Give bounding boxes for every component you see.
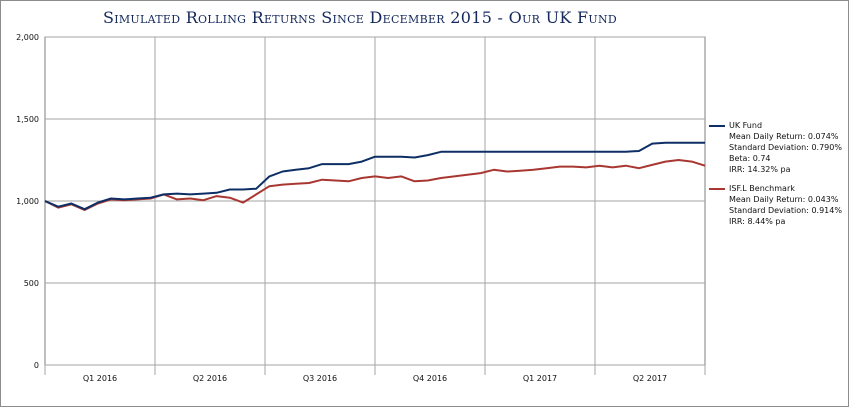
legend-stat-benchmark-irr: IRR: 8.44% pa <box>729 217 786 226</box>
axis-layer: 0 500 1,000 1,500 2,000 Q1 2016 Q2 2016 Q3 2016… <box>16 33 667 383</box>
grid-layer <box>44 36 706 375</box>
y-tick-label: 1,500 <box>16 115 39 124</box>
x-tick-label: Q1 2017 <box>523 374 557 383</box>
legend-stat-uk-fund-irr: IRR: 14.32% pa <box>729 165 791 174</box>
legend-swatch-benchmark <box>709 187 725 190</box>
legend-benchmark: ISF.L Benchmark Mean Daily Return: 0.043… <box>709 183 842 227</box>
y-tick-label: 0 <box>34 361 39 370</box>
legend-stat-benchmark-stdev: Standard Deviation: 0.914% <box>729 206 842 215</box>
x-tick-label: Q2 2017 <box>633 374 667 383</box>
x-tick-label: Q3 2016 <box>303 374 337 383</box>
y-tick-label: 1,000 <box>16 197 39 206</box>
y-tick-label: 500 <box>24 279 39 288</box>
series-line-uk-fund <box>44 141 705 211</box>
legend-stat-uk-fund-stdev: Standard Deviation: 0.790% <box>729 143 842 152</box>
legend-stat-benchmark-mean: Mean Daily Return: 0.043% <box>729 195 839 204</box>
y-tick-label: 2,000 <box>16 33 39 42</box>
legend-stat-uk-fund-beta: Beta: 0.74 <box>729 154 771 163</box>
series-layer <box>44 141 706 211</box>
x-tick-label: Q1 2016 <box>83 374 117 383</box>
legend-label-benchmark: ISF.L Benchmark <box>729 184 795 193</box>
legend-swatch-uk-fund <box>709 124 725 127</box>
x-tick-label: Q2 2016 <box>193 374 227 383</box>
chart-title: Simulated Rolling Returns Since December… <box>102 8 618 27</box>
legend-label-uk-fund: UK Fund <box>729 121 763 130</box>
x-tick-label: Q4 2016 <box>413 374 447 383</box>
legend-stat-uk-fund-mean: Mean Daily Return: 0.074% <box>729 132 839 141</box>
legend-uk-fund: UK Fund Mean Daily Return: 0.074% Standa… <box>709 120 842 175</box>
